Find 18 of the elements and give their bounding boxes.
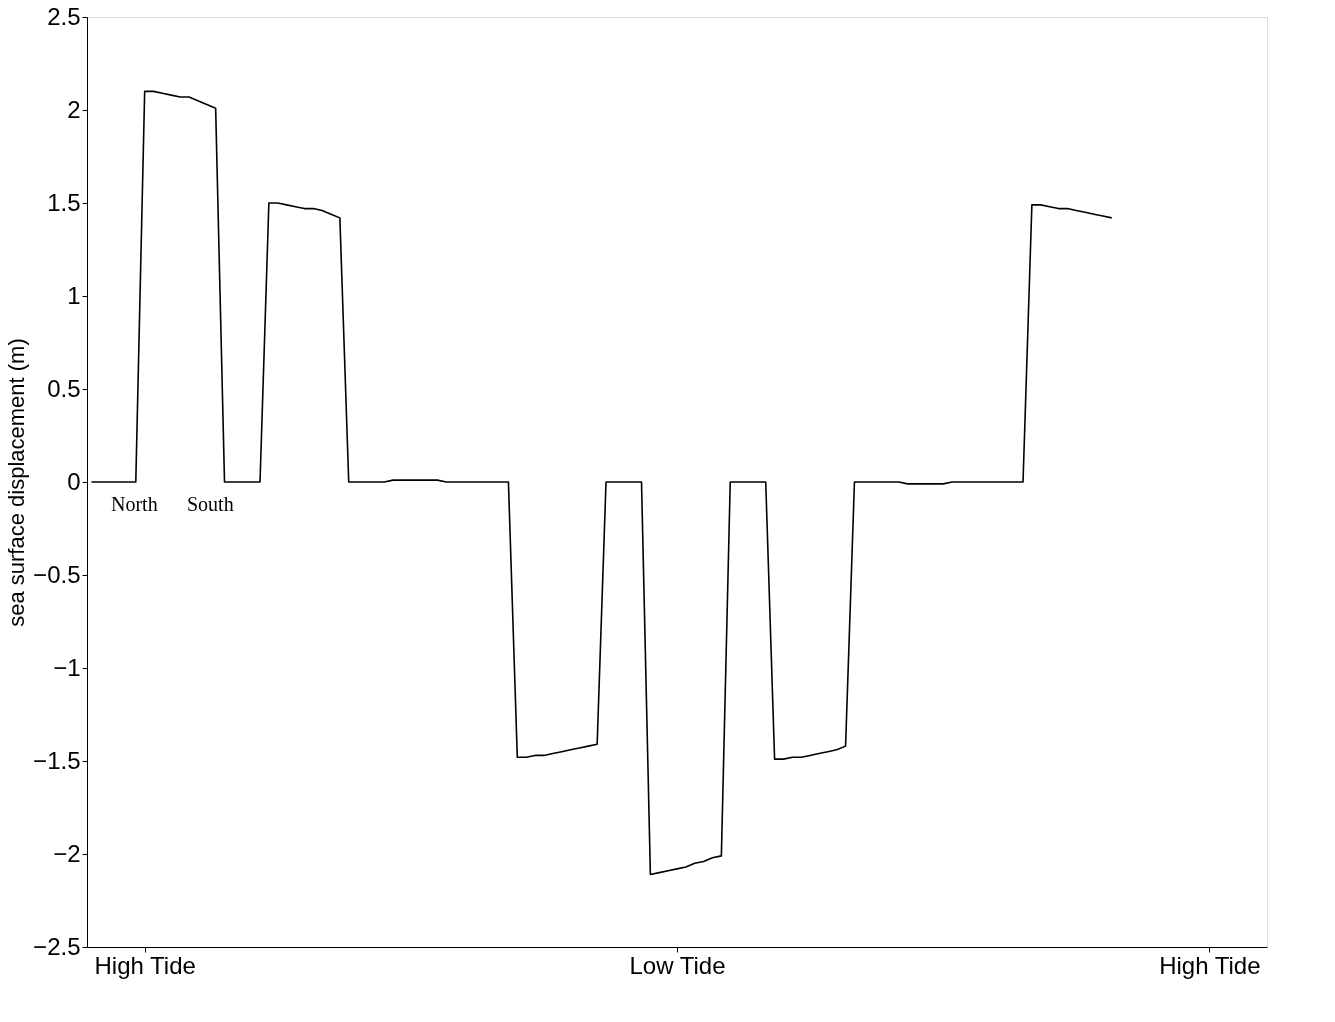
y-tick-label: −1 [53,653,81,681]
y-tick-label: 1.5 [47,188,81,216]
y-tick-label: 0.5 [47,374,81,402]
x-tick-label: High Tide [1159,951,1261,979]
annotation: South [187,493,234,515]
y-axis-title: sea surface displacement (m) [4,338,30,627]
line-series [90,90,1113,876]
x-tick-label: Low Tide [629,951,726,979]
y-tick-label: −1.5 [33,746,81,774]
x-tick-label: High Tide [94,951,196,979]
y-tick-label: −2.5 [33,932,81,960]
y-tick-label: −0.5 [33,560,81,588]
y-tick-label: 2 [67,95,81,123]
y-tick-label: 2.5 [47,2,81,30]
annotation: North [111,493,158,515]
y-tick-label: 0 [67,467,81,495]
y-tick-label: −2 [53,839,81,867]
y-tick-label: 1 [67,281,81,309]
